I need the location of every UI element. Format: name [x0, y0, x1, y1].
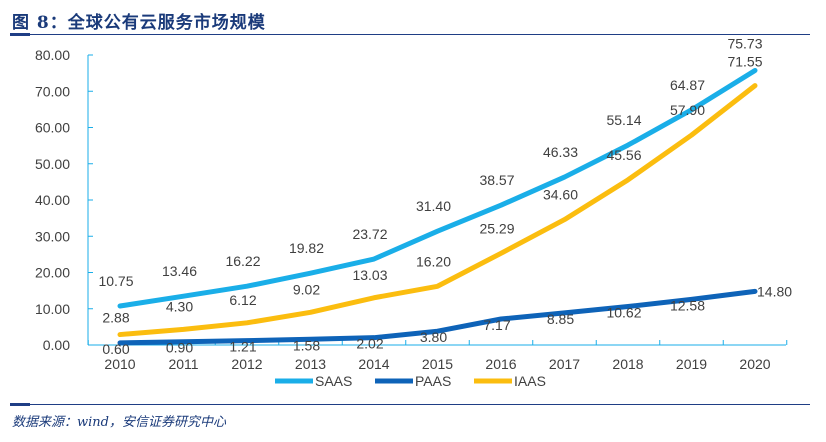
figure-title: 图 8：全球公有云服务市场规模 [12, 13, 266, 33]
x-tick-label: 2013 [295, 356, 326, 372]
data-label-iaas: 13.03 [352, 267, 387, 283]
y-tick-label: 60.00 [35, 120, 70, 136]
data-label-saas: 55.14 [606, 112, 641, 128]
x-tick-label: 2018 [612, 356, 643, 372]
x-tick-label: 2017 [549, 356, 580, 372]
x-tick-label: 2016 [485, 356, 516, 372]
data-label-saas: 23.72 [352, 226, 387, 242]
x-tick-label: 2020 [739, 356, 770, 372]
data-label-iaas: 71.55 [727, 54, 762, 70]
data-label-paas: 14.80 [757, 283, 792, 299]
legend-label-saas: SAAS [315, 373, 352, 389]
x-tick-label: 2014 [358, 356, 389, 372]
series-line-paas [117, 288, 758, 346]
data-label-iaas: 16.20 [416, 253, 451, 269]
source-divider-accent [10, 403, 30, 406]
data-label-saas: 31.40 [416, 198, 451, 214]
legend: SAAS PAAS IAAS [275, 373, 546, 389]
series-lines [117, 67, 758, 346]
source-divider [10, 404, 810, 405]
data-label-saas: 19.82 [289, 240, 324, 256]
y-tick-label: 0.00 [43, 337, 70, 353]
data-labels: 10.75 13.46 16.22 19.82 23.72 31.40 38.57 46.33… [98, 35, 792, 356]
data-label-paas: 1.21 [229, 339, 256, 355]
data-label-saas: 46.33 [543, 144, 578, 160]
legend-label-iaas: IAAS [514, 373, 546, 389]
data-label-iaas: 57.90 [670, 102, 705, 118]
title-divider [10, 34, 810, 35]
data-label-paas: 2.02 [356, 336, 383, 352]
y-tick-label: 30.00 [35, 228, 70, 244]
data-label-iaas: 4.30 [166, 298, 193, 314]
data-label-saas: 10.75 [98, 273, 133, 289]
data-label-paas: 3.80 [420, 329, 447, 345]
data-label-paas: 12.58 [670, 297, 705, 313]
axes: 0.00 10.00 20.00 30.00 40.00 50.00 60.00 70.00 8… [35, 47, 788, 372]
data-label-iaas: 6.12 [229, 292, 256, 308]
source-note: 数据来源：wind，安信证券研究中心 [12, 415, 226, 430]
y-tick-label: 50.00 [35, 156, 70, 172]
legend-item-paas: PAAS [375, 373, 451, 389]
data-label-saas: 75.73 [727, 35, 762, 51]
data-label-iaas: 2.88 [102, 310, 129, 326]
legend-item-saas: SAAS [275, 373, 352, 389]
series-line-saas [117, 67, 758, 309]
y-tick-label: 40.00 [35, 192, 70, 208]
legend-item-iaas: IAAS [474, 373, 546, 389]
y-tick-label: 20.00 [35, 265, 70, 281]
data-label-saas: 16.22 [225, 253, 260, 269]
data-label-paas: 10.62 [606, 305, 641, 321]
x-tick-label: 2010 [104, 356, 135, 372]
data-label-iaas: 45.56 [606, 147, 641, 163]
data-label-iaas: 9.02 [293, 281, 320, 297]
x-tick-label: 2012 [231, 356, 262, 372]
data-label-paas: 0.90 [166, 340, 193, 356]
data-label-saas: 64.87 [670, 77, 705, 93]
data-label-iaas: 34.60 [543, 187, 578, 203]
data-label-paas: 0.60 [102, 341, 129, 357]
series-line-iaas [117, 83, 758, 338]
data-label-saas: 13.46 [162, 263, 197, 279]
data-label-iaas: 25.29 [479, 220, 514, 236]
data-label-saas: 38.57 [479, 172, 514, 188]
x-tick-label: 2011 [168, 356, 198, 372]
legend-label-paas: PAAS [415, 373, 451, 389]
x-tick-label: 2015 [422, 356, 453, 372]
title-divider-accent [10, 33, 30, 36]
data-label-paas: 8.85 [547, 311, 574, 327]
data-label-paas: 1.58 [293, 337, 320, 353]
y-tick-label: 70.00 [35, 83, 70, 99]
y-tick-label: 80.00 [35, 47, 70, 63]
x-tick-label: 2019 [676, 356, 707, 372]
data-label-paas: 7.17 [483, 317, 510, 333]
y-tick-label: 10.00 [35, 301, 70, 317]
